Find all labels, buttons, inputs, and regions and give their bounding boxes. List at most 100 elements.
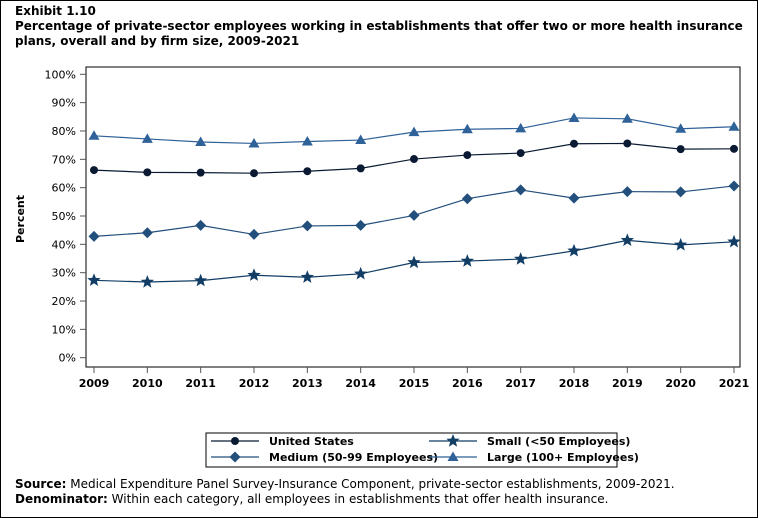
data-point bbox=[463, 151, 472, 160]
x-tick-label: 2013 bbox=[292, 377, 323, 390]
data-point bbox=[515, 184, 527, 196]
legend-item: Large (100+ Employees) bbox=[429, 451, 639, 464]
legend: United States Small (<50 Employees) Medium… bbox=[205, 432, 639, 468]
denominator-text: Within each category, all employees in e… bbox=[107, 492, 609, 506]
legend-label: Small (<50 Employees) bbox=[487, 435, 630, 448]
data-point bbox=[674, 237, 688, 251]
data-point bbox=[567, 243, 581, 257]
y-tick-label: 10% bbox=[52, 323, 76, 336]
source-text: Medical Expenditure Panel Survey-Insuran… bbox=[66, 477, 675, 491]
y-tick-label: 60% bbox=[52, 182, 76, 195]
plot-area bbox=[85, 66, 741, 368]
y-tick-label: 40% bbox=[52, 238, 76, 251]
data-point bbox=[87, 273, 101, 286]
data-point bbox=[568, 192, 580, 204]
x-tick-label: 2018 bbox=[559, 377, 590, 390]
data-point bbox=[355, 219, 367, 231]
legend-label: Large (100+ Employees) bbox=[487, 451, 639, 464]
data-point bbox=[248, 137, 260, 148]
data-point bbox=[675, 123, 687, 133]
data-point bbox=[303, 167, 312, 176]
legend-box bbox=[205, 432, 618, 468]
data-point bbox=[354, 266, 368, 280]
data-point bbox=[570, 139, 578, 148]
data-point bbox=[408, 126, 420, 137]
data-point bbox=[250, 169, 258, 178]
data-point bbox=[88, 130, 100, 140]
y-tick-label: 90% bbox=[52, 97, 76, 110]
y-tick-label: 30% bbox=[52, 267, 76, 280]
data-point bbox=[407, 255, 421, 269]
data-point bbox=[460, 254, 474, 267]
data-point bbox=[301, 220, 313, 232]
y-tick-label: 70% bbox=[52, 153, 76, 166]
data-point bbox=[620, 233, 634, 246]
y-tick-label: 50% bbox=[52, 210, 76, 223]
data-point bbox=[461, 193, 473, 205]
data-point bbox=[410, 155, 418, 164]
data-point bbox=[194, 273, 208, 287]
x-tick-label: 2012 bbox=[239, 377, 270, 390]
x-tick-label: 2020 bbox=[665, 377, 696, 390]
denominator-label: Denominator: bbox=[15, 492, 108, 506]
legend-marker bbox=[447, 451, 459, 461]
source-note: Source: Medical Expenditure Panel Survey… bbox=[15, 477, 675, 491]
data-point bbox=[90, 166, 98, 175]
exhibit-label: Exhibit 1.10 bbox=[15, 4, 96, 18]
data-point bbox=[728, 121, 740, 131]
data-point bbox=[195, 219, 207, 231]
data-point bbox=[568, 112, 580, 122]
data-point bbox=[621, 113, 633, 123]
data-point bbox=[247, 268, 261, 281]
x-tick-label: 2021 bbox=[719, 377, 750, 390]
y-axis-label: Percent bbox=[14, 195, 27, 243]
data-point bbox=[408, 209, 420, 221]
data-point bbox=[727, 234, 741, 248]
data-point bbox=[88, 230, 100, 242]
legend-label: United States bbox=[269, 435, 354, 448]
y-tick-label: 0% bbox=[59, 352, 76, 365]
data-point bbox=[623, 139, 632, 148]
legend-marker bbox=[229, 451, 241, 463]
x-tick-label: 2015 bbox=[399, 377, 430, 390]
data-point bbox=[300, 270, 314, 283]
denominator-note: Denominator: Within each category, all e… bbox=[15, 492, 608, 506]
x-tick-label: 2011 bbox=[185, 377, 216, 390]
data-point bbox=[141, 227, 153, 239]
data-point bbox=[676, 145, 685, 154]
x-tick-label: 2019 bbox=[612, 377, 643, 390]
legend-item: Small (<50 Employees) bbox=[429, 434, 630, 448]
data-point bbox=[301, 135, 313, 146]
data-point bbox=[516, 149, 525, 158]
data-point bbox=[195, 136, 207, 147]
x-tick-label: 2014 bbox=[345, 377, 376, 390]
x-tick-label: 2016 bbox=[452, 377, 483, 390]
legend-marker bbox=[446, 434, 460, 447]
data-point bbox=[143, 168, 152, 177]
data-point bbox=[675, 186, 687, 198]
legend-label: Medium (50-99 Employees) bbox=[269, 451, 438, 464]
data-point bbox=[461, 123, 473, 134]
data-point bbox=[248, 228, 260, 240]
legend-item: United States bbox=[211, 435, 354, 448]
data-point bbox=[355, 134, 367, 145]
data-point bbox=[196, 168, 205, 177]
legend-item: Medium (50-99 Employees) bbox=[211, 451, 438, 464]
data-point bbox=[356, 164, 365, 173]
y-tick-label: 20% bbox=[52, 295, 76, 308]
x-tick-label: 2010 bbox=[132, 377, 163, 390]
y-tick-label: 100% bbox=[45, 68, 76, 81]
data-point bbox=[141, 133, 153, 143]
x-tick-label: 2017 bbox=[505, 377, 536, 390]
source-label: Source: bbox=[15, 477, 67, 491]
data-point bbox=[515, 122, 527, 133]
chart-title: Percentage of private-sector employees w… bbox=[15, 19, 743, 48]
legend-marker bbox=[231, 437, 239, 445]
x-tick-label: 2009 bbox=[79, 377, 110, 390]
data-point bbox=[140, 275, 154, 288]
data-point bbox=[621, 186, 633, 198]
data-point bbox=[728, 180, 740, 192]
data-point bbox=[514, 252, 528, 265]
